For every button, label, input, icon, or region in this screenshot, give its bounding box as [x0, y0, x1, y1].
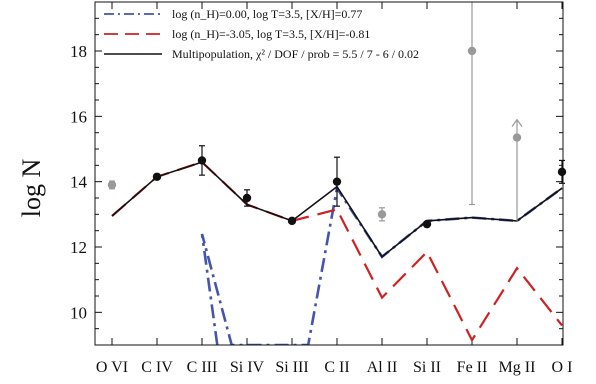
legend-label-3: Multipopulation, χ² / DOF / prob = 5.5 /… — [172, 47, 419, 61]
x-tick-label: Al II — [367, 359, 398, 376]
observations — [107, 2, 567, 229]
y-tick-label: 12 — [70, 238, 87, 257]
y-tick-label: 14 — [70, 173, 88, 192]
x-tick-label: Mg II — [499, 359, 536, 376]
observation-11 — [557, 159, 567, 184]
x-tick-label: Si IV — [230, 359, 265, 376]
y-tick-label: 18 — [70, 42, 87, 61]
legend-label-1: log (n_H)=0.00, log T=3.5, [X/H]=0.77 — [172, 7, 362, 21]
x-tick-label: Si III — [275, 359, 308, 376]
data-point — [152, 172, 162, 181]
x-tick-label: C II — [324, 359, 349, 376]
plot-frame — [94, 1, 564, 346]
data-point — [377, 210, 387, 219]
data-point — [332, 177, 342, 186]
observation-2 — [152, 172, 162, 181]
observation-8 — [422, 219, 432, 229]
observation-3 — [197, 145, 207, 176]
y-tick-label: 10 — [70, 303, 87, 322]
x-tick-label: O I — [552, 359, 573, 376]
x-tick-label: C III — [187, 359, 218, 376]
y-tick-labels: 10 12 14 16 18 — [70, 42, 88, 322]
x-tick-label: O VI — [96, 359, 128, 376]
x-tick-label: Si II — [413, 359, 441, 376]
data-point — [512, 133, 522, 142]
data-point — [287, 216, 297, 226]
data-point — [467, 46, 477, 56]
data-point — [242, 193, 252, 203]
observation-6 — [332, 156, 342, 207]
observation-5 — [287, 216, 297, 226]
observation-7 — [377, 207, 387, 222]
series-line-1 — [200, 184, 563, 345]
data-point — [557, 167, 567, 177]
y-tick-label: 16 — [70, 107, 87, 126]
tick-marks — [95, 1, 563, 346]
y-axis-label: log N — [17, 159, 46, 218]
x-tick-label: C IV — [141, 359, 173, 376]
x-category-labels: O VI C IV C III Si IV Si III C II Al II Si II Fe… — [96, 359, 573, 376]
limit-arrow — [511, 118, 523, 127]
data-point — [107, 180, 117, 190]
observation-1 — [107, 180, 117, 190]
legend-label-2: log (n_H)=-3.05, log T=3.5, [X/H]=-0.81 — [172, 27, 370, 41]
legend: log (n_H)=0.00, log T=3.5, [X/H]=0.77 log… — [104, 7, 419, 61]
data-point — [197, 156, 207, 165]
observation-10 — [511, 118, 523, 221]
data-point — [422, 219, 432, 229]
observation-9 — [467, 2, 477, 206]
x-tick-label: Fe II — [457, 359, 488, 376]
observation-4 — [242, 189, 252, 207]
